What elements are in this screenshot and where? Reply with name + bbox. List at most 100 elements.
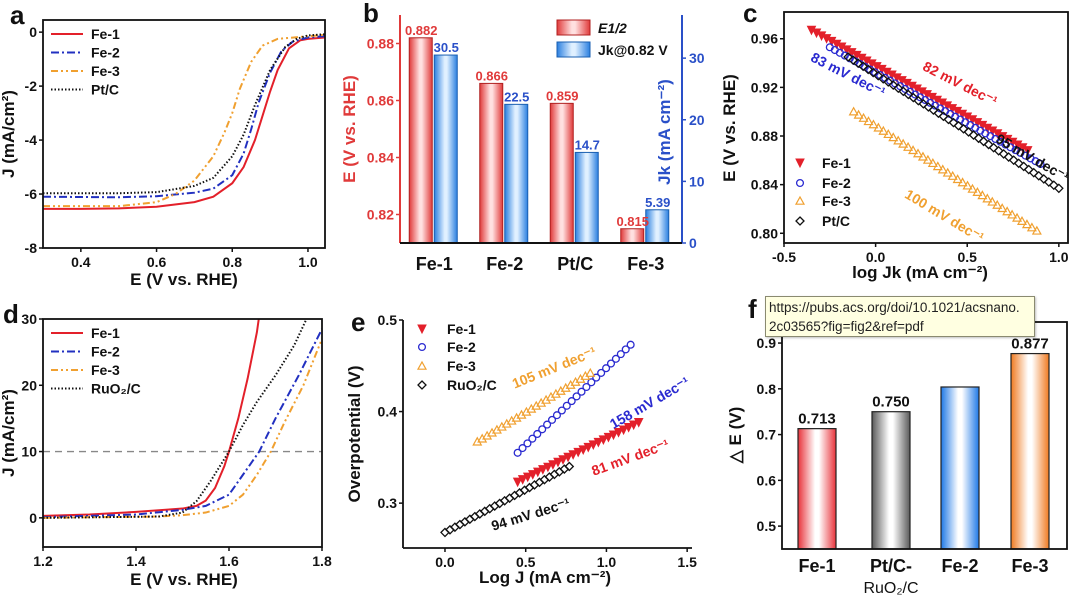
diamond-marker [1053, 183, 1064, 194]
bar-Fe-2 [940, 386, 980, 550]
y-tick-label: 0.86 [367, 93, 394, 109]
circle-marker [1036, 159, 1045, 169]
diamond-marker [868, 67, 879, 78]
triangle-up-marker [908, 145, 919, 155]
x-axis-label: E (V vs. RHE) [130, 570, 238, 589]
diamond-marker [795, 216, 805, 226]
y-tick-label: 0.7 [757, 427, 777, 443]
diamond-marker [1008, 155, 1019, 166]
bar-Fe-3 [1010, 352, 1050, 550]
triangle-up-marker [550, 388, 561, 398]
diamond-marker [1033, 170, 1044, 181]
tooltip-line-1: https://pubs.acs.org/doi/10.1021/acsnano… [769, 300, 1020, 315]
x-tick-label: 0.5 [516, 554, 536, 570]
slope-annotation: 81 mV dec⁻¹ [589, 436, 671, 479]
bar-value-label: 0.815 [616, 214, 649, 229]
bar-E1/2-Fe-2 [479, 82, 504, 244]
triangle-down-marker [598, 435, 609, 446]
triangle-up-marker [952, 174, 963, 184]
series-line-Fe-1 [43, 36, 325, 210]
diamond-marker [908, 92, 919, 103]
diamond-marker [1018, 161, 1029, 172]
triangle-up-marker [1012, 212, 1023, 222]
bar-Jk-Fe-1 [433, 54, 458, 244]
x-tick-label: 0.0 [866, 249, 886, 265]
y-tick-label: 0 [29, 24, 37, 40]
diamond-marker [923, 102, 934, 112]
x-tick-label: 1.8 [312, 553, 332, 569]
circle-marker [602, 364, 611, 373]
legend-label: Fe-3 [91, 362, 120, 378]
bar-value-label: 0.859 [546, 88, 579, 103]
y-axis-label-right: Jk (mA cm⁻²) [655, 79, 674, 185]
category-label: Fe-1 [798, 556, 835, 576]
diamond-marker [1043, 177, 1054, 187]
y-tick-label: 30 [689, 50, 705, 66]
diamond-marker [1038, 173, 1049, 184]
bar-value-label: 0.877 [1011, 336, 1049, 353]
triangle-down-marker [543, 462, 553, 473]
circle-marker [592, 373, 601, 382]
triangle-up-marker [585, 367, 596, 377]
panel-label: b [363, 0, 379, 28]
y-axis-label: △ E (V) [726, 407, 745, 465]
triangle-up-marker [962, 180, 973, 190]
category-label: Pt/C- [870, 556, 912, 576]
diamond-marker [417, 380, 427, 390]
y-tick-label: -4 [25, 132, 38, 148]
category-label: Pt/C [557, 254, 593, 274]
y-tick-label: 20 [21, 377, 37, 393]
x-axis-label: Log J (mA cm⁻²) [479, 568, 611, 587]
x-tick-label: 0.5 [957, 249, 977, 265]
circle-marker [597, 368, 606, 377]
triangle-down-marker [533, 467, 543, 478]
y-tick-label: 0.88 [367, 36, 394, 52]
legend-label: Fe-3 [91, 63, 120, 79]
y-tick-label: 0.4 [378, 404, 398, 420]
series-line-Fe-1 [43, 319, 260, 517]
y-tick-label: 0.84 [751, 177, 778, 193]
triangle-up-marker [580, 370, 591, 380]
diamond-marker [998, 148, 1009, 159]
triangle-up-marker [972, 186, 983, 196]
circle-marker [557, 406, 566, 415]
triangle-up-marker [932, 161, 943, 171]
circle-marker [562, 401, 571, 410]
triangle-up-marker [853, 109, 864, 119]
triangle-down-marker [538, 465, 548, 475]
triangle-down-marker [613, 427, 624, 438]
triangle-up-marker [536, 397, 547, 407]
diamond-marker [564, 461, 575, 472]
triangle-down-marker [583, 442, 594, 453]
bar-value-label: 5.39 [645, 195, 670, 210]
triangle-up-marker [575, 373, 586, 383]
x-tick-label: 0.4 [71, 254, 91, 270]
circle-marker [572, 392, 581, 401]
triangle-down-marker [628, 420, 639, 431]
diamond-marker [883, 77, 894, 87]
slope-annotation: 158 mV dec⁻¹ [607, 373, 692, 432]
series-line-Fe-3 [43, 338, 322, 519]
circle-marker [513, 448, 522, 457]
bar-Jk-Fe-3 [645, 209, 670, 244]
triangle-up-marker [506, 415, 517, 425]
diamond-marker [993, 145, 1004, 156]
triangle-up-marker [942, 167, 953, 177]
triangle-up-marker [982, 193, 993, 203]
triangle-up-marker [957, 177, 968, 187]
triangle-down-marker [633, 418, 644, 428]
legend-label: Jk@0.82 V [598, 42, 668, 58]
y-axis-label: Overpotential (V) [345, 366, 364, 503]
series-line-Fe-3 [43, 33, 325, 208]
plot-frame [42, 19, 326, 249]
legend-swatch [556, 41, 591, 58]
legend-label: Fe-1 [91, 325, 120, 341]
circle-marker [547, 415, 557, 424]
triangle-down-marker [527, 470, 538, 480]
x-axis-label: log Jk (mA cm⁻²) [852, 263, 988, 282]
y-tick-label: 20 [689, 112, 705, 128]
legend-label: Pt/C [822, 213, 850, 229]
triangle-up-marker [848, 106, 859, 116]
triangle-down-marker [578, 445, 589, 455]
